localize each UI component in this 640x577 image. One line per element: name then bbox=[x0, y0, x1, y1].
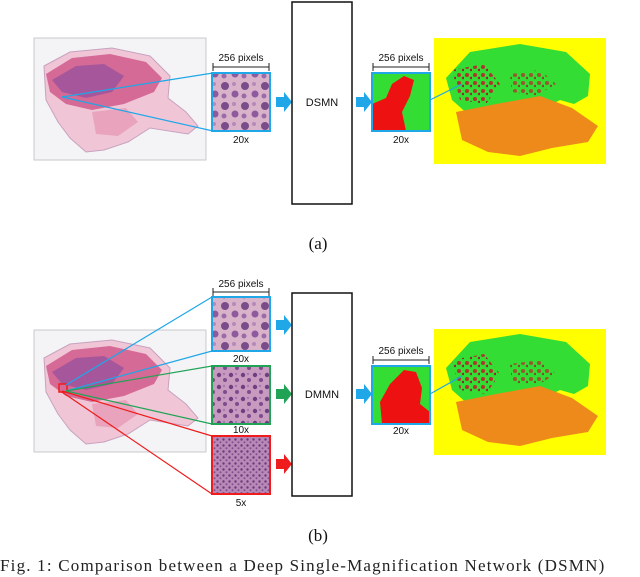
output-mag-label: 20x bbox=[393, 135, 409, 146]
output-mag-label: 20x bbox=[393, 426, 409, 437]
panel-b: 256 pixels 20x 10x 5x DMMN 256 pixels 20… bbox=[33, 279, 606, 545]
dmmn-box bbox=[291, 292, 353, 497]
output-patch bbox=[371, 72, 431, 132]
patch-mag-label-10x: 10x bbox=[233, 425, 249, 436]
slide-image bbox=[33, 37, 207, 161]
patch-20x bbox=[211, 72, 271, 132]
patch-mag-label: 20x bbox=[233, 135, 249, 146]
patch-mag-label-5x: 5x bbox=[236, 498, 247, 509]
patch-mag-label-20x: 20x bbox=[233, 354, 249, 365]
size-bracket bbox=[212, 63, 270, 71]
panel-label: (b) bbox=[308, 526, 328, 545]
panel-label: (a) bbox=[309, 234, 328, 253]
patch-10x bbox=[211, 365, 271, 425]
slide-image bbox=[33, 329, 207, 453]
output-size-label: 256 pixels bbox=[378, 346, 423, 357]
output-size-bracket bbox=[372, 63, 430, 71]
segmentation-map bbox=[429, 329, 606, 455]
network-label: DSMN bbox=[306, 97, 338, 109]
panel-a: 256 pixels 20x DSMN 256 pixels 20x bbox=[33, 1, 606, 253]
output-size-bracket bbox=[372, 356, 430, 364]
input-arrow-20x bbox=[276, 315, 292, 335]
input-arrow-5x bbox=[276, 454, 292, 474]
segmentation-map bbox=[429, 38, 606, 164]
output-size-label: 256 pixels bbox=[378, 53, 423, 64]
output-patch bbox=[371, 365, 431, 425]
output-arrow bbox=[356, 384, 372, 404]
figure-caption: Fig. 1: Comparison between a Deep Single… bbox=[0, 556, 606, 575]
zoom-line bbox=[61, 72, 214, 98]
input-arrow bbox=[276, 92, 292, 112]
patch-20x bbox=[211, 296, 271, 352]
dsmn-box bbox=[291, 1, 353, 205]
zoom-line bbox=[61, 96, 214, 132]
patch-size-label: 256 pixels bbox=[218, 53, 263, 64]
patch-5x bbox=[211, 435, 271, 495]
patch-size-label: 256 pixels bbox=[218, 279, 263, 290]
output-arrow bbox=[356, 92, 372, 112]
network-label: DMMN bbox=[305, 389, 339, 401]
input-arrow-10x bbox=[276, 384, 292, 404]
size-bracket bbox=[212, 288, 270, 296]
zoom-lines bbox=[61, 296, 213, 495]
